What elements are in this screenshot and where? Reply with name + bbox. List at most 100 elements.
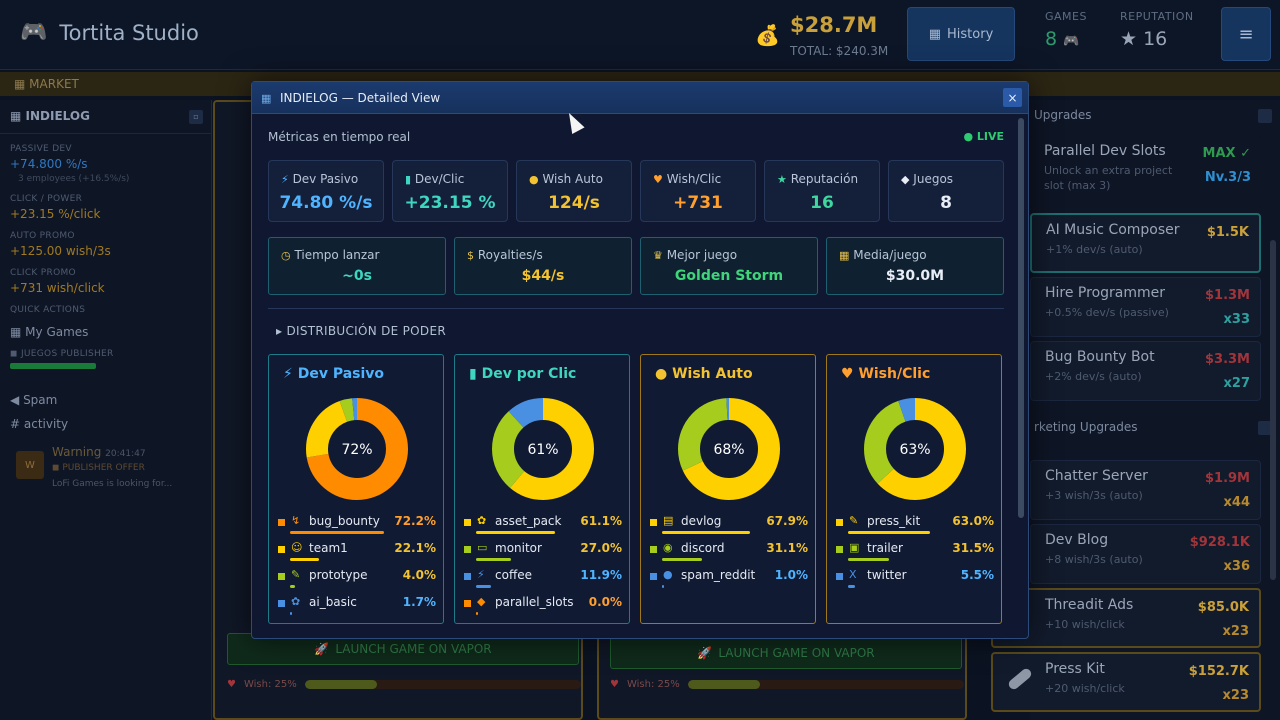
expand-icon[interactable] (1258, 109, 1272, 123)
kpi-label: ◆ Juegos (901, 172, 953, 186)
brand: 🎮 Tortita Studio (20, 20, 199, 45)
top-bar: 🎮 Tortita Studio 💰 $28.7M TOTAL: $240.3M… (0, 0, 1280, 70)
reputation-value: 16 (1143, 28, 1168, 50)
upgrade-card-2[interactable]: Hire Programmer +0.5% dev/s (passive) $1… (1030, 277, 1261, 337)
donut-chart: 68% (678, 398, 780, 500)
power-card-title-text: Dev Pasivo (297, 366, 385, 382)
wish-track-2 (687, 680, 964, 689)
expand-icon[interactable] (1258, 421, 1272, 435)
legend-row: ☺ team1 22.1% (278, 540, 436, 564)
kpi-label-text: Dev/Clic (414, 172, 465, 186)
marketing-header: rketing Upgrades (1030, 412, 1280, 444)
quick-actions-label: QUICK ACTIONS (10, 305, 86, 315)
upgrade-desc: +3 wish/3s (auto) (1045, 489, 1143, 502)
games-value: 8 (1045, 28, 1058, 50)
stat-icon: $ (467, 249, 474, 262)
legend-icon: ▭ (477, 541, 488, 554)
legend-bar (662, 558, 703, 561)
kpi-value: 8 (940, 193, 952, 213)
stat-value: $30.0M (885, 268, 945, 284)
legend-name: trailer (867, 541, 903, 555)
legend-swatch (650, 546, 657, 553)
upgrades-header: Upgrades (1030, 100, 1280, 132)
upgrade-desc: +1% dev/s (auto) (1046, 243, 1143, 256)
stat-icon: ◷ (281, 249, 291, 262)
legend-icon: ◆ (477, 595, 486, 608)
legend-bar (848, 531, 930, 534)
chart-icon: ▦ (261, 92, 272, 105)
donut-slice-ai_basic (306, 398, 408, 500)
heart-icon: ♥ (227, 679, 236, 690)
upgrade-title: Press Kit (1045, 661, 1105, 677)
money-bag-icon: 💰 (755, 23, 780, 47)
legend-percent: 11.9% (580, 568, 622, 582)
upgrade-card-6[interactable]: Threadit Ads +10 wish/click $85.0K x23 (991, 588, 1261, 648)
legend-icon: ✎ (291, 568, 301, 581)
expand-icon[interactable]: ▫ (189, 110, 203, 124)
upgrade-card-3[interactable]: Bug Bounty Bot +2% dev/s (auto) $3.3M x2… (1030, 341, 1261, 401)
donut-center-label: 72% (341, 442, 372, 458)
kpi-value: 74.80 %/s (279, 193, 373, 213)
kpi-label: ▮ Dev/Clic (405, 172, 464, 186)
upgrade-price: $928.1K (1189, 535, 1250, 550)
legend-icon: ✎ (849, 514, 859, 527)
legend-percent: 61.1% (580, 514, 622, 528)
upgrade-card-1[interactable]: AI Music Composer +1% dev/s (auto) $1.5K (1030, 213, 1261, 273)
wish-fill-1 (304, 680, 377, 689)
upgrade-card-0[interactable]: Parallel Dev Slots Unlock an extra proje… (1030, 136, 1261, 208)
kpi-label-text: Juegos (913, 172, 954, 186)
legend-icon: ☺ (291, 541, 303, 554)
donut-center-label: 68% (713, 442, 744, 458)
history-button[interactable]: ▦ History (907, 7, 1015, 61)
donut-slice-spam_reddit (678, 398, 780, 500)
stat-label-text: Tiempo lanzar (294, 248, 380, 262)
donut-slice-twitter (864, 398, 966, 500)
legend-row: ↯ bug_bounty 72.2% (278, 513, 436, 537)
upgrade-qty: x36 (1223, 559, 1250, 574)
market-tab[interactable]: ▦ MARKET (14, 77, 79, 91)
chart-icon: ▦ (10, 325, 22, 339)
donut-center-label: 61% (527, 442, 558, 458)
launch-game-button-2[interactable]: 🚀 LAUNCH GAME ON VAPOR (610, 637, 962, 669)
upgrade-card-7[interactable]: Press Kit +20 wish/click $152.7K x23 (991, 652, 1261, 712)
legend-percent: 5.5% (960, 568, 994, 582)
legend-bar (476, 558, 512, 561)
power-card-title: ⚡ Dev Pasivo (283, 366, 384, 382)
notification[interactable]: W Warning 20:41:47 ◼ PUBLISHER OFFER LoF… (16, 445, 211, 505)
auto-value: +125.00 wish/3s (10, 244, 111, 258)
upgrade-price: $3.3M (1204, 352, 1250, 367)
legend-name: prototype (309, 568, 368, 582)
stat-icon: ▦ (839, 249, 850, 262)
legend-row: ✿ ai_basic 1.7% (278, 594, 436, 618)
modal-scrollbar[interactable] (1018, 118, 1024, 518)
close-button[interactable]: × (1003, 88, 1022, 107)
upgrade-qty: x33 (1223, 312, 1250, 327)
legend-name: asset_pack (495, 514, 562, 528)
power-card: ♥ Wish/Clic 63% ✎ press_kit 63.0% ▣ trailer 31.… (826, 354, 1002, 624)
upgrade-card-5[interactable]: Dev Blog +8 wish/3s (auto) $928.1K x36 (1030, 524, 1261, 584)
legend-name: ai_basic (309, 595, 357, 609)
upgrade-title: Hire Programmer (1045, 285, 1166, 301)
activity-channel[interactable]: # activity (10, 417, 69, 431)
kpi-label: ★ Reputación (777, 172, 858, 186)
upgrade-card-4[interactable]: Chatter Server +3 wish/3s (auto) $1.9M x… (1030, 460, 1261, 520)
spam-label: Spam (23, 393, 58, 407)
heart-icon: ♥ (610, 679, 619, 690)
legend-row: ● spam_reddit 1.0% (650, 567, 808, 591)
legend-percent: 22.1% (394, 541, 436, 555)
donut-center-label: 63% (899, 442, 930, 458)
spam-button[interactable]: ◀ Spam (10, 393, 211, 407)
upgrade-qty: x44 (1223, 495, 1250, 510)
click-value: +23.15 %/click (10, 207, 101, 221)
donut-slice-discord (678, 398, 780, 500)
kpi-card: ⚡ Dev Pasivo 74.80 %/s (268, 160, 384, 222)
upgrade-price: MAX ✓ (1202, 146, 1251, 161)
right-panel-scrollbar[interactable] (1270, 240, 1276, 580)
my-games-button[interactable]: ▦ My Games (10, 325, 211, 339)
legend-percent: 31.5% (952, 541, 994, 555)
launch-label-1: LAUNCH GAME ON VAPOR (335, 642, 492, 656)
legend-percent: 27.0% (580, 541, 622, 555)
menu-button[interactable]: ≡ (1221, 7, 1271, 61)
legend-swatch (278, 546, 285, 553)
legend-percent: 4.0% (402, 568, 436, 582)
